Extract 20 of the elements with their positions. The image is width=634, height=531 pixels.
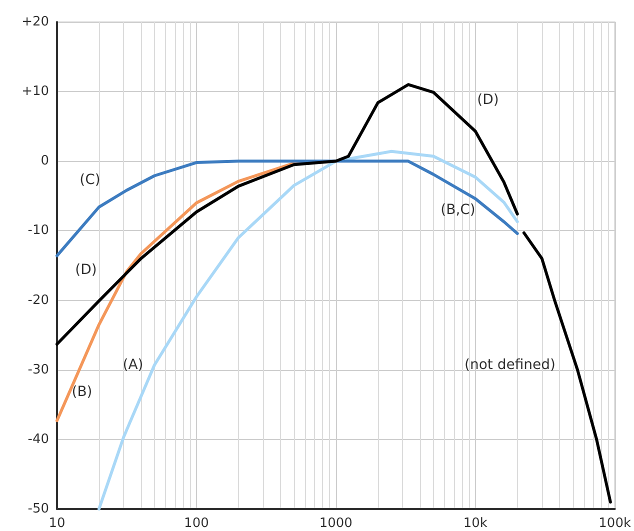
- annotation: (not defined): [464, 357, 556, 373]
- annotation: (D): [477, 92, 499, 108]
- y-tick-label: +20: [22, 14, 49, 30]
- y-tick-label: -10: [28, 223, 49, 238]
- x-tick-label: 1000: [319, 516, 352, 531]
- y-tick-label: -20: [28, 292, 49, 308]
- annotation: (D): [75, 262, 97, 278]
- y-tick-label: -40: [28, 432, 49, 447]
- y-tick-label: 0: [40, 154, 49, 169]
- y-tick-label: -30: [28, 362, 49, 378]
- annotation: (C): [80, 172, 100, 188]
- x-tick-label: 10k: [463, 516, 488, 531]
- y-tick-label: +10: [22, 84, 49, 100]
- annotation: (B): [72, 384, 92, 400]
- x-tick-label: 100k: [598, 516, 632, 531]
- x-tick-label: 100: [184, 516, 209, 531]
- x-tick-label: 10: [48, 516, 66, 531]
- annotation: (B,C): [440, 202, 476, 218]
- y-tick-label: -50: [28, 502, 49, 516]
- annotation: (A): [122, 357, 144, 373]
